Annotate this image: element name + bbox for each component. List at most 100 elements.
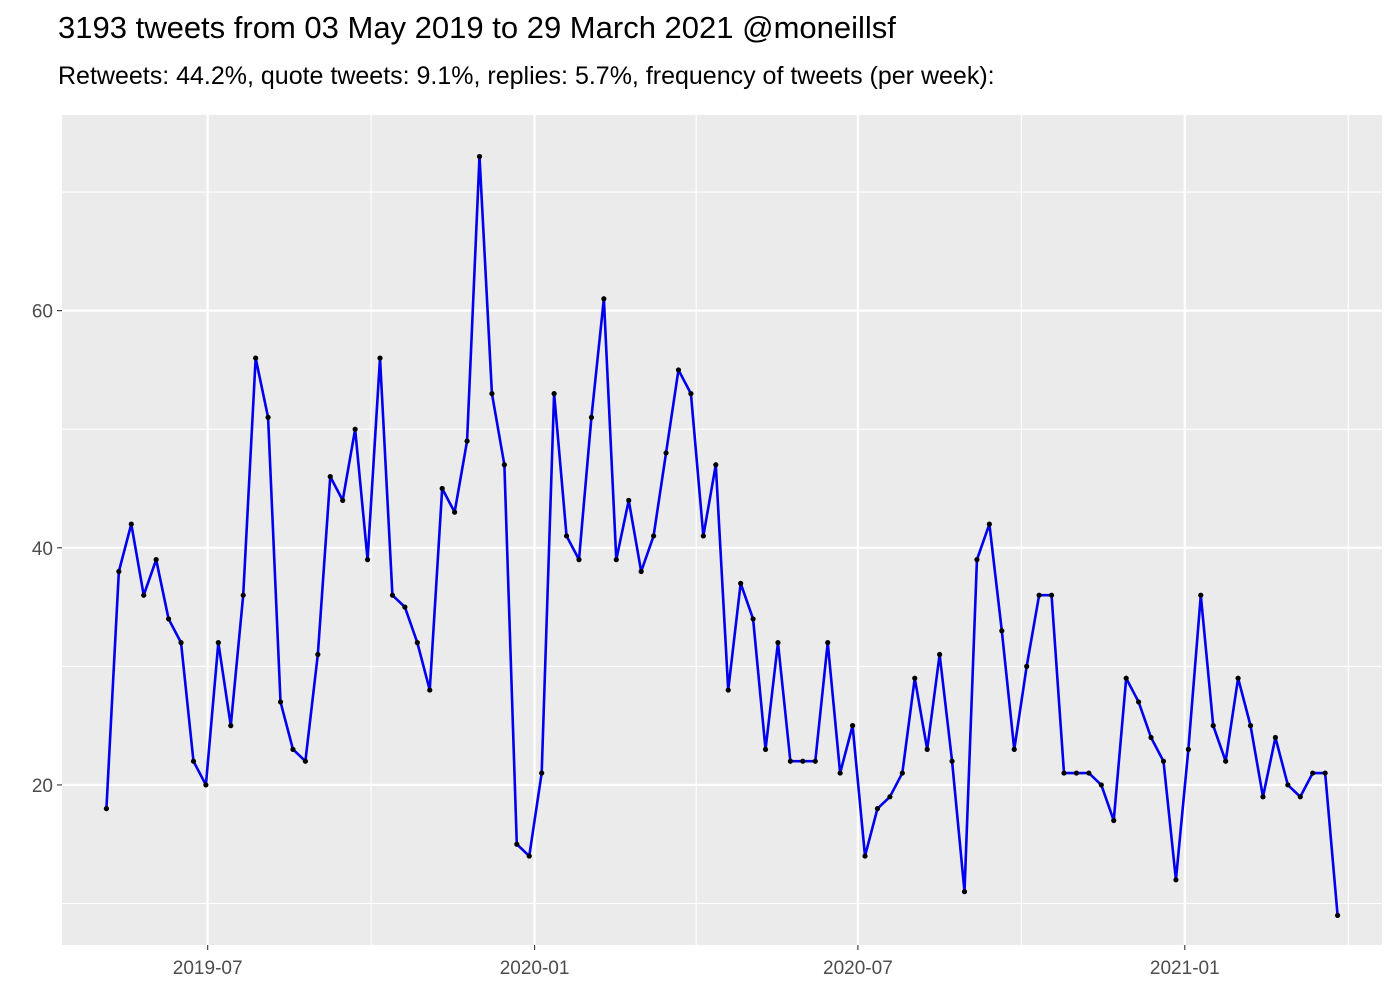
x-tick-label: 2020-01 xyxy=(500,958,570,979)
data-point xyxy=(1223,758,1229,764)
data-point xyxy=(1285,782,1291,788)
data-point xyxy=(1322,770,1328,776)
data-point xyxy=(663,450,669,456)
data-point xyxy=(1260,794,1266,800)
data-point xyxy=(700,533,706,539)
data-point xyxy=(1160,758,1167,764)
data-point xyxy=(414,640,420,646)
x-tick-label: 2020-07 xyxy=(823,958,893,979)
y-tick-label: 60 xyxy=(32,302,53,323)
data-point xyxy=(1210,723,1216,729)
data-point xyxy=(1310,770,1316,776)
data-point xyxy=(1235,675,1241,681)
data-point xyxy=(1036,592,1042,598)
data-point xyxy=(812,758,818,764)
data-point xyxy=(153,557,159,563)
data-point xyxy=(613,557,619,563)
chart-subtitle: Retweets: 44.2%, quote tweets: 9.1%, rep… xyxy=(58,62,995,90)
data-point xyxy=(1185,746,1191,752)
data-point xyxy=(1247,723,1254,729)
data-point xyxy=(961,889,968,895)
data-point xyxy=(501,462,507,468)
data-point xyxy=(290,746,296,752)
y-axis: 20 40 60 xyxy=(32,302,62,797)
data-point xyxy=(526,853,532,859)
data-point xyxy=(128,521,134,527)
data-point xyxy=(862,853,868,859)
data-point xyxy=(277,699,284,705)
data-point xyxy=(899,770,905,776)
series-layer xyxy=(103,153,1341,918)
data-point xyxy=(1048,592,1055,598)
data-point xyxy=(302,758,308,764)
major-gridlines xyxy=(62,115,1382,945)
data-point xyxy=(1086,770,1092,776)
data-point xyxy=(327,474,333,480)
data-point xyxy=(675,367,682,373)
data-point xyxy=(539,770,545,776)
data-point xyxy=(750,616,756,622)
data-point xyxy=(638,568,644,575)
data-point xyxy=(874,806,881,812)
data-point xyxy=(626,497,632,503)
data-point xyxy=(315,651,321,658)
data-point xyxy=(452,509,458,515)
data-point xyxy=(601,296,607,302)
data-point xyxy=(364,557,371,563)
data-point xyxy=(1334,912,1341,918)
data-point xyxy=(240,592,246,598)
data-point xyxy=(352,426,358,432)
data-point xyxy=(377,355,383,361)
data-point xyxy=(551,391,557,397)
data-point xyxy=(1024,663,1030,669)
data-point xyxy=(651,533,657,539)
data-point xyxy=(800,758,806,764)
data-point xyxy=(476,153,483,160)
data-point xyxy=(837,770,843,776)
data-point xyxy=(265,414,271,420)
series-line xyxy=(105,155,1339,916)
data-point xyxy=(1148,734,1154,741)
data-point xyxy=(849,723,856,729)
x-tick-label: 2021-01 xyxy=(1150,958,1220,979)
chart-title: 3193 tweets from 03 May 2019 to 29 March… xyxy=(58,10,896,45)
data-point xyxy=(190,758,197,764)
data-point xyxy=(912,675,918,681)
data-point xyxy=(1073,770,1080,776)
data-point xyxy=(1136,699,1142,705)
data-point xyxy=(787,758,793,764)
data-point xyxy=(563,533,570,539)
data-point xyxy=(775,640,781,646)
data-point xyxy=(439,485,445,492)
data-point xyxy=(949,758,955,764)
data-point xyxy=(924,746,930,752)
data-point xyxy=(1061,770,1067,776)
data-point xyxy=(103,806,110,812)
data-point xyxy=(1297,794,1303,800)
data-point xyxy=(999,628,1005,634)
y-tick-label: 20 xyxy=(32,776,53,797)
data-point xyxy=(1098,782,1104,788)
data-point xyxy=(738,580,744,586)
minor-gridlines xyxy=(62,115,1382,945)
data-point xyxy=(116,568,122,575)
data-point xyxy=(427,687,433,693)
data-point xyxy=(340,497,346,503)
x-tick-label: 2019-07 xyxy=(173,958,243,979)
data-point xyxy=(576,557,582,563)
data-point xyxy=(402,604,408,610)
data-point xyxy=(203,782,209,788)
data-point xyxy=(713,462,719,468)
data-point xyxy=(887,794,893,800)
data-point xyxy=(1198,592,1204,598)
data-point xyxy=(389,592,396,598)
data-point xyxy=(253,355,259,361)
data-point xyxy=(1272,734,1279,741)
data-point xyxy=(825,640,831,646)
data-point xyxy=(725,687,731,693)
data-point xyxy=(986,521,992,527)
data-point xyxy=(464,438,470,444)
data-point xyxy=(489,391,495,397)
data-point xyxy=(178,640,184,646)
